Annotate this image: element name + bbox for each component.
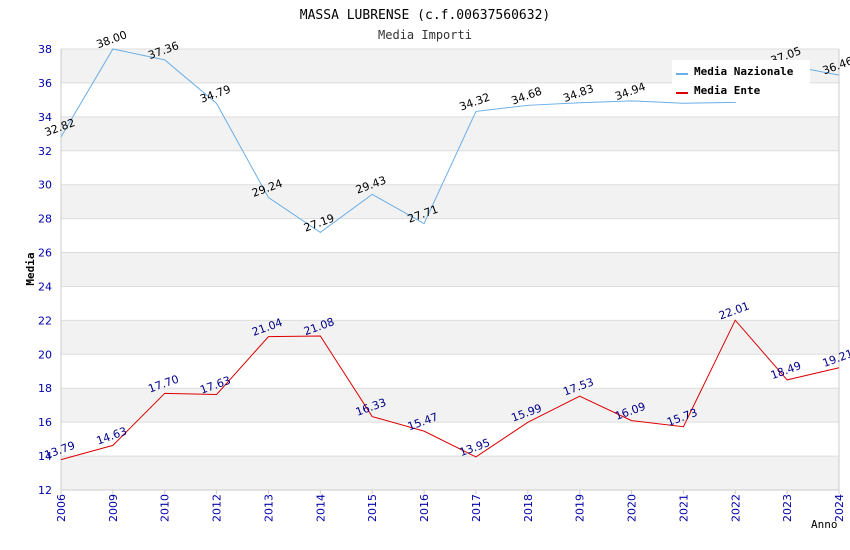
y-tick-label: 18 xyxy=(38,382,52,395)
y-tick-label: 20 xyxy=(38,348,52,361)
y-tick-label: 30 xyxy=(38,179,52,192)
x-tick-label: 2010 xyxy=(159,494,172,522)
x-tick-label: 2022 xyxy=(729,494,742,522)
x-tick-label: 2009 xyxy=(107,494,120,522)
series-line-media-ente xyxy=(60,319,840,461)
grid-bands xyxy=(61,49,839,490)
x-axis-label: Anno xyxy=(811,518,838,531)
y-tick-label: 16 xyxy=(38,416,52,429)
y-tick-label: 24 xyxy=(38,280,52,293)
grid-band xyxy=(61,218,839,253)
grid-band xyxy=(61,184,839,219)
x-tick-label: 2017 xyxy=(470,494,483,522)
grid-band xyxy=(61,354,839,389)
x-tick-label: 2021 xyxy=(677,494,690,522)
x-tick-label: 2012 xyxy=(211,494,224,522)
y-tick-label: 38 xyxy=(38,43,52,56)
y-axis-ticks: 12 14 16 18 20 22 24 26 28 30 32 34 36 38 xyxy=(38,43,52,497)
y-tick-label: 32 xyxy=(38,145,52,158)
y-tick-label: 28 xyxy=(38,213,52,226)
y-tick-label: 34 xyxy=(38,111,52,124)
chart-title: MASSA LUBRENSE (c.f.00637560632) xyxy=(300,8,550,23)
y-tick-label: 22 xyxy=(38,314,52,327)
x-axis-ticks: 2006 2009 2010 2012 2013 2014 2015 2016 2017 2018… xyxy=(55,490,846,522)
x-tick-label: 2024 xyxy=(833,494,846,522)
x-tick-label: 2015 xyxy=(366,494,379,522)
x-tick-label: 2020 xyxy=(626,494,639,522)
grid-band xyxy=(61,252,839,287)
legend-label-nazionale: Media Nazionale xyxy=(694,65,794,78)
y-tick-label: 36 xyxy=(38,77,52,90)
data-label: 38.00 xyxy=(95,28,129,51)
x-tick-label: 2023 xyxy=(781,494,794,522)
y-tick-label: 26 xyxy=(38,247,52,260)
legend-background xyxy=(672,60,810,102)
grid-band xyxy=(61,320,839,355)
y-tick-label: 12 xyxy=(38,484,52,497)
legend-label-ente: Media Ente xyxy=(694,84,761,97)
x-tick-label: 2014 xyxy=(314,494,327,522)
grid-band xyxy=(61,286,839,321)
grid-band xyxy=(61,456,839,490)
x-tick-label: 2018 xyxy=(522,494,535,522)
grid-lines xyxy=(60,48,840,491)
legend: Media Nazionale Media Ente xyxy=(672,60,810,102)
x-tick-label: 2019 xyxy=(574,494,587,522)
x-tick-label: 2013 xyxy=(262,494,275,522)
x-tick-label: 2006 xyxy=(55,494,68,522)
y-tick-label: 14 xyxy=(38,450,52,463)
x-tick-label: 2016 xyxy=(418,494,431,522)
grid-band xyxy=(61,422,839,457)
chart-subtitle: Media Importi xyxy=(378,28,472,42)
grid-band xyxy=(61,116,839,151)
series-line-media-nazionale xyxy=(60,48,840,233)
y-axis-label: Media xyxy=(24,252,37,285)
